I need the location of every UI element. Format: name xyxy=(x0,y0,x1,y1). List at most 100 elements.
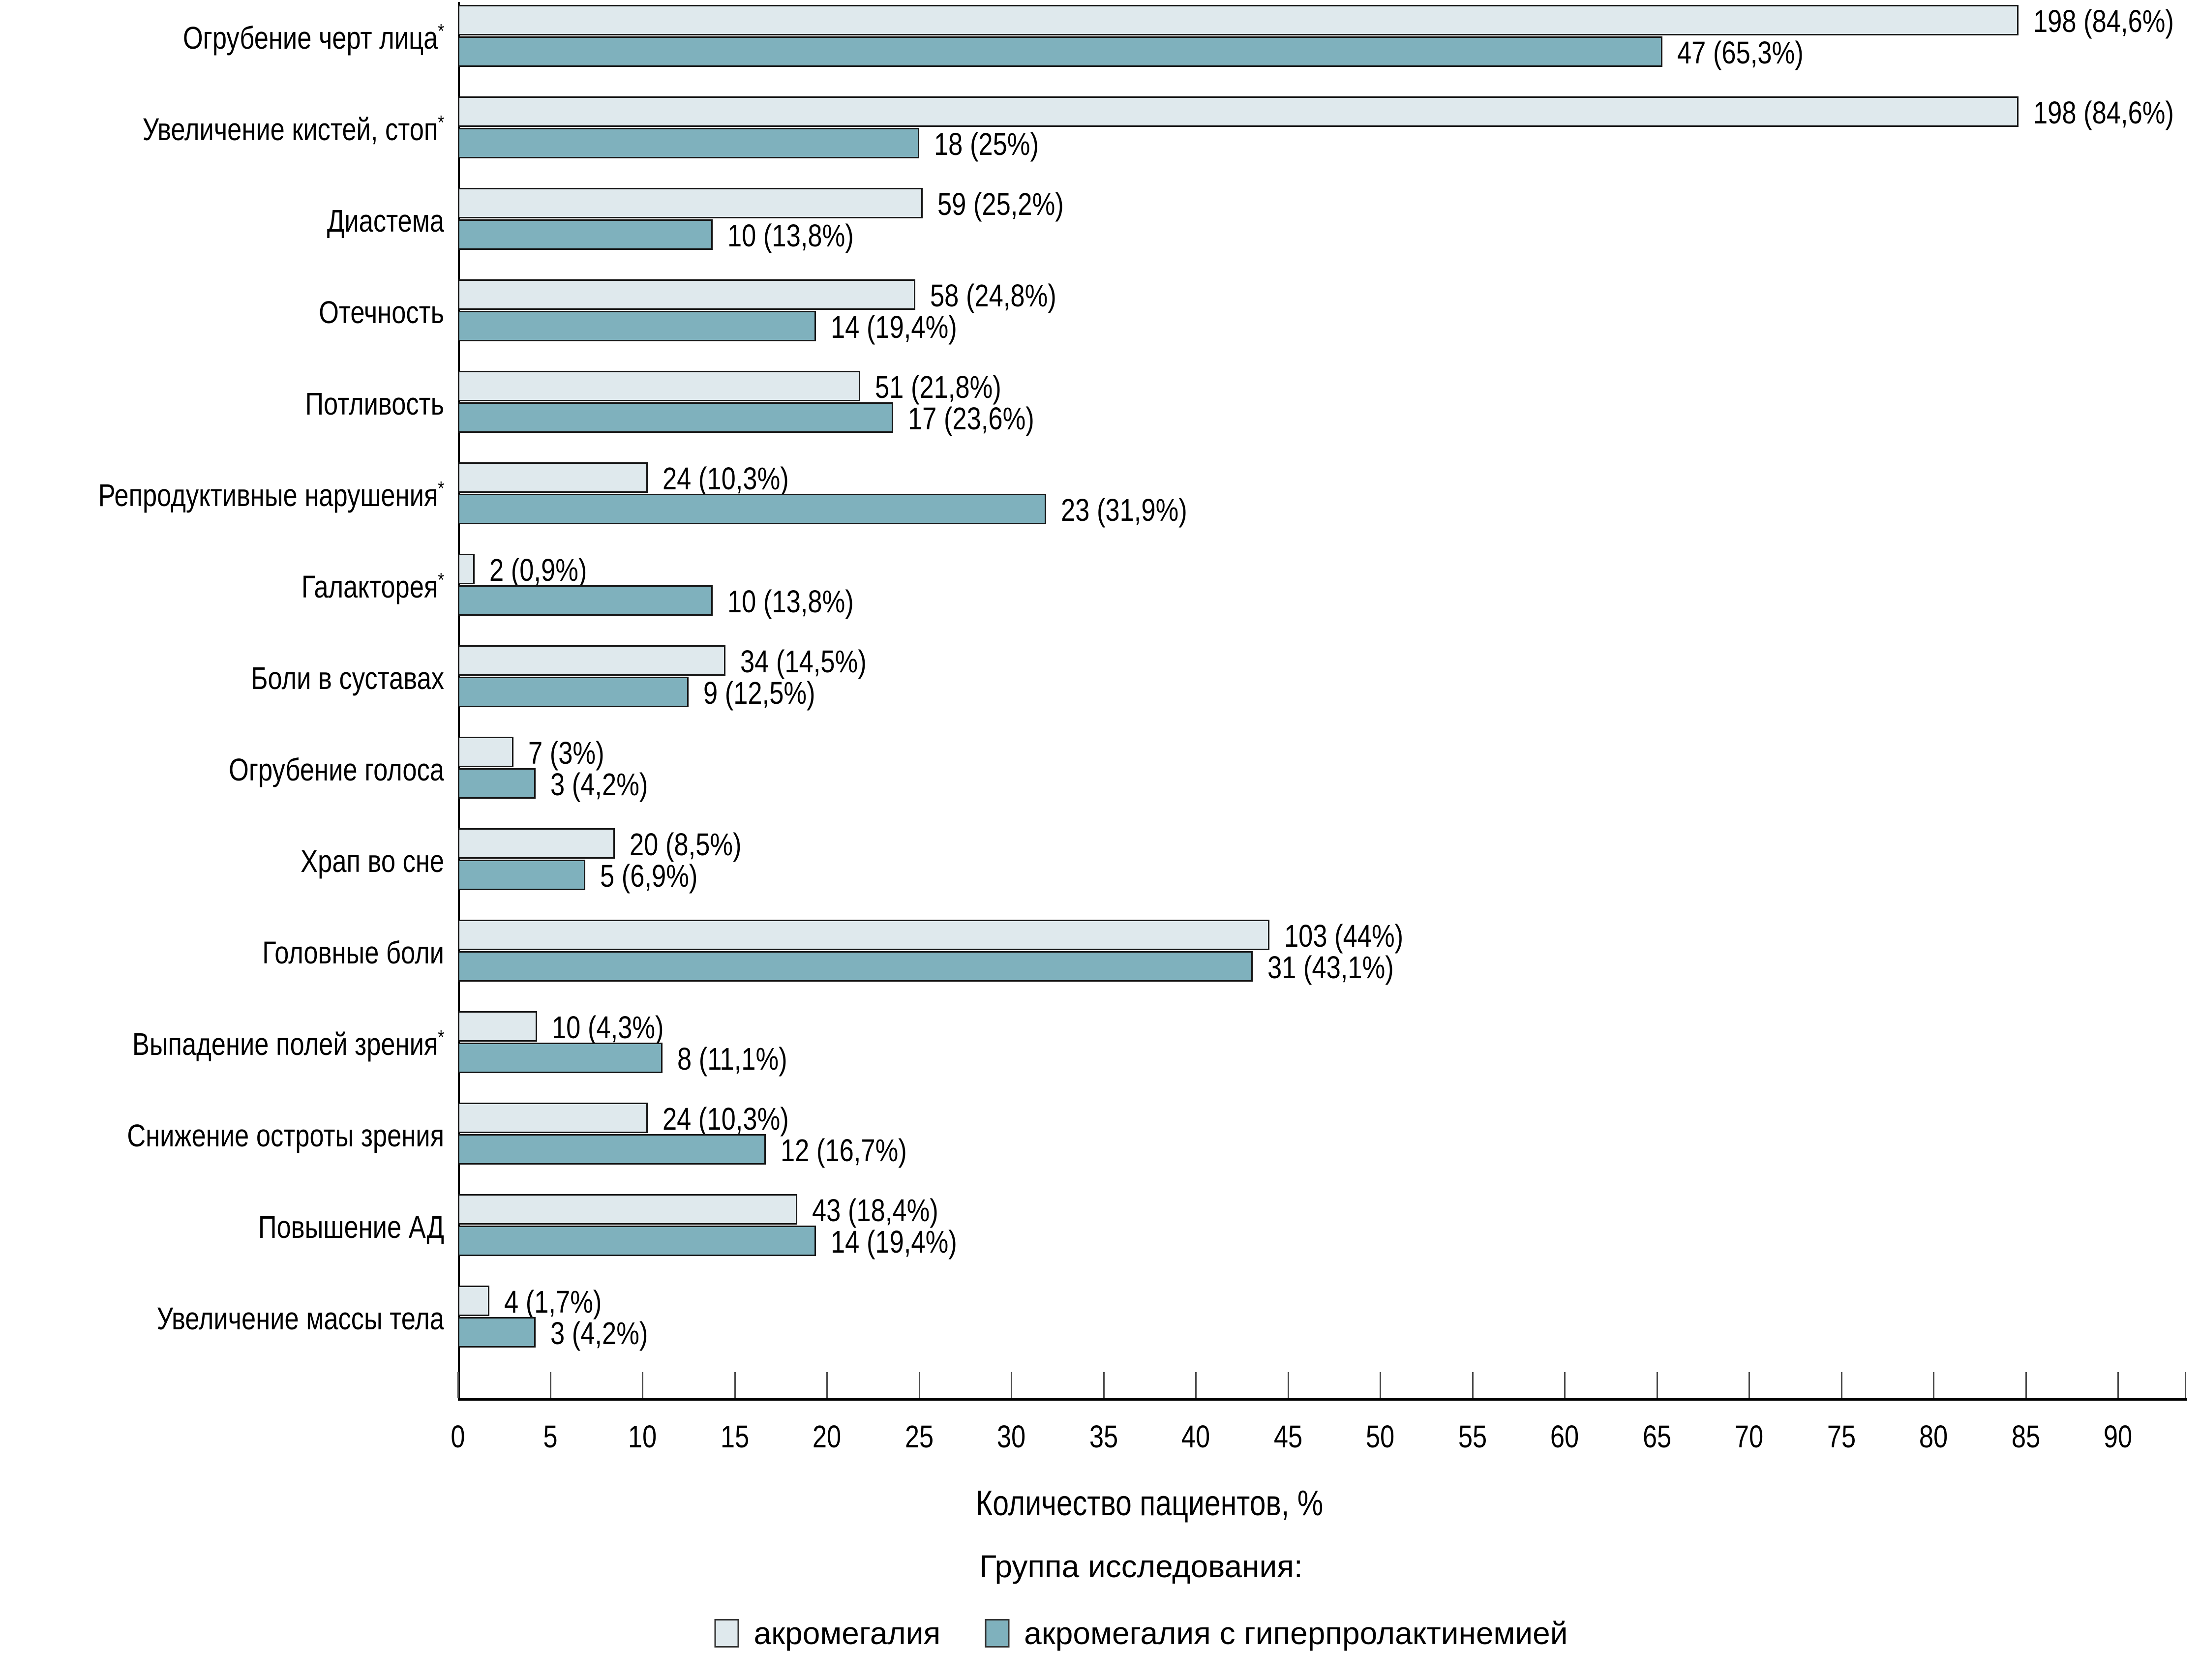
value-label: 3 (4,2%) xyxy=(550,1316,648,1351)
value-label: 9 (12,5%) xyxy=(703,675,815,711)
value-label: 14 (19,4%) xyxy=(830,1224,957,1260)
value-label: 7 (3%) xyxy=(528,735,604,771)
category-label-text: Огрубение голоса xyxy=(229,752,444,787)
value-label: 8 (11,1%) xyxy=(677,1041,787,1077)
bar-acromegaly-hyperprolactinemia xyxy=(458,1226,816,1256)
value-label: 51 (21,8%) xyxy=(874,369,1001,405)
x-axis-tick xyxy=(1011,1372,1012,1398)
category-label: Повышение АД xyxy=(80,1209,444,1245)
significance-asterisk: * xyxy=(438,1026,444,1049)
x-axis-tick xyxy=(734,1372,736,1398)
bar-acromegaly-hyperprolactinemia xyxy=(458,768,536,799)
legend-title: Группа исследования: xyxy=(979,1549,1303,1584)
category-label-text: Потливость xyxy=(305,386,444,421)
category-label-text: Увеличение кистей, стоп xyxy=(142,112,438,147)
x-axis-tick xyxy=(918,1372,920,1398)
x-axis-tick xyxy=(2025,1372,2027,1398)
category-label: Увеличение массы тела xyxy=(80,1300,444,1337)
x-axis-tick-label: 20 xyxy=(812,1419,842,1454)
bar-acromegaly-hyperprolactinemia xyxy=(458,1317,536,1348)
bar-acromegaly xyxy=(458,5,2019,35)
x-axis-tick-label: 5 xyxy=(542,1419,558,1454)
value-label: 18 (25%) xyxy=(934,126,1039,162)
x-axis-tick-label: 45 xyxy=(1273,1419,1302,1454)
bar-acromegaly-hyperprolactinemia xyxy=(458,128,919,158)
x-axis-tick xyxy=(826,1372,828,1398)
category-label-text: Диастема xyxy=(327,203,444,239)
x-axis-tick-label: 65 xyxy=(1642,1419,1671,1454)
value-label: 3 (4,2%) xyxy=(550,767,648,802)
category-label: Головные боли xyxy=(80,934,444,971)
bar-acromegaly xyxy=(458,1286,489,1316)
category-label-text: Увеличение массы тела xyxy=(156,1301,445,1336)
x-axis-tick-label: 70 xyxy=(1734,1419,1764,1454)
category-label-text: Головные боли xyxy=(262,935,444,970)
category-label: Галакторея* xyxy=(80,569,444,605)
x-axis-line xyxy=(458,1398,2187,1401)
category-label: Боли в суставах xyxy=(80,660,444,696)
legend-items: акромегалия акромегалия с гиперпролактин… xyxy=(714,1615,1568,1651)
category-label-text: Боли в суставах xyxy=(251,660,444,696)
value-label: 24 (10,3%) xyxy=(663,1101,789,1137)
x-axis-tick-label: 55 xyxy=(1458,1419,1487,1454)
category-label: Храп во сне xyxy=(80,843,444,879)
category-label-text: Отечность xyxy=(319,295,444,330)
legend-label-acromegaly: акромегалия xyxy=(753,1616,941,1651)
category-label: Репродуктивные нарушения* xyxy=(80,477,444,513)
bar-acromegaly xyxy=(458,920,1269,950)
category-label: Огрубение голоса xyxy=(80,751,444,788)
legend: Группа исследования: акромегалия акромег… xyxy=(714,1548,1568,1651)
bar-acromegaly xyxy=(458,1194,797,1225)
x-axis-tick-label: 40 xyxy=(1181,1419,1210,1454)
legend-item-acromegaly: акромегалия xyxy=(714,1615,941,1651)
x-axis-title: Количество пациентов, % xyxy=(975,1484,1324,1523)
x-axis-tick-label: 75 xyxy=(1827,1419,1856,1454)
category-label: Огрубение черт лица* xyxy=(80,20,444,56)
category-label-text: Снижение остроты зрения xyxy=(127,1118,444,1153)
category-label-text: Галакторея xyxy=(301,569,438,604)
x-axis-tick xyxy=(457,1372,459,1398)
value-label: 4 (1,7%) xyxy=(504,1284,602,1320)
value-label: 10 (13,8%) xyxy=(727,218,854,253)
value-label: 31 (43,1%) xyxy=(1267,950,1394,985)
significance-asterisk: * xyxy=(438,20,444,42)
legend-label-acromegaly-hyperprolactinemia: акромегалия с гиперпролактинемией xyxy=(1024,1616,1568,1651)
x-axis-tick xyxy=(549,1372,551,1398)
value-label: 34 (14,5%) xyxy=(740,644,867,679)
x-axis-tick xyxy=(1748,1372,1750,1398)
bar-acromegaly-hyperprolactinemia xyxy=(458,1043,663,1073)
x-axis-tick xyxy=(1472,1372,1474,1398)
value-label: 10 (4,3%) xyxy=(552,1010,664,1045)
category-label: Потливость xyxy=(80,386,444,422)
bar-acromegaly xyxy=(458,462,648,493)
category-label: Выпадение полей зрения* xyxy=(80,1026,444,1062)
bar-acromegaly-hyperprolactinemia xyxy=(458,402,893,433)
x-axis-tick-label: 15 xyxy=(720,1419,749,1454)
bar-acromegaly-hyperprolactinemia xyxy=(458,311,816,341)
significance-asterisk: * xyxy=(438,112,444,134)
value-label: 47 (65,3%) xyxy=(1677,35,1804,70)
value-label: 198 (84,6%) xyxy=(2033,95,2174,130)
value-label: 58 (24,8%) xyxy=(930,278,1056,313)
bar-acromegaly xyxy=(458,1011,538,1042)
bar-acromegaly-hyperprolactinemia xyxy=(458,36,1662,67)
value-label: 24 (10,3%) xyxy=(663,461,789,496)
category-label-text: Огрубение черт лица xyxy=(182,20,438,56)
x-axis-tick xyxy=(1564,1372,1566,1398)
category-label: Отечность xyxy=(80,294,444,330)
bar-acromegaly-hyperprolactinemia xyxy=(458,1134,766,1165)
value-label: 23 (31,9%) xyxy=(1061,492,1187,528)
value-label: 20 (8,5%) xyxy=(629,827,742,862)
x-axis-tick xyxy=(642,1372,643,1398)
bar-acromegaly-hyperprolactinemia xyxy=(458,860,585,890)
x-axis-tick xyxy=(1380,1372,1381,1398)
x-axis-tick-label: 90 xyxy=(2103,1419,2133,1454)
x-axis-tick-label: 10 xyxy=(628,1419,657,1454)
bar-acromegaly xyxy=(458,279,915,310)
category-label-text: Повышение АД xyxy=(258,1209,444,1245)
bar-acromegaly-hyperprolactinemia xyxy=(458,677,689,707)
x-axis-tick xyxy=(1195,1372,1197,1398)
x-axis-tick xyxy=(1840,1372,1842,1398)
value-label: 14 (19,4%) xyxy=(830,309,957,345)
